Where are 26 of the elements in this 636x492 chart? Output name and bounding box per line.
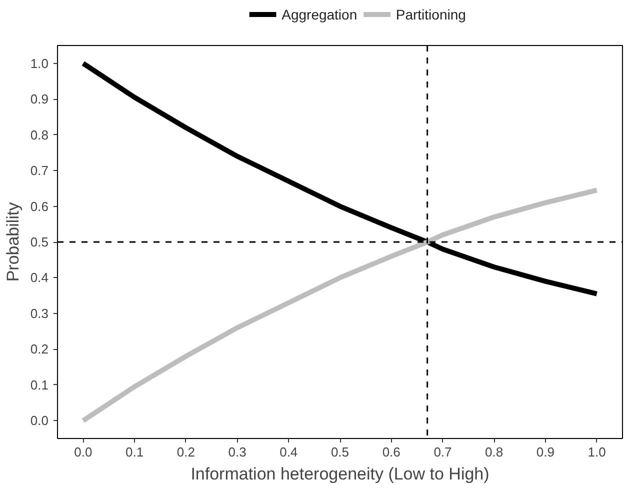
legend-label: Partitioning xyxy=(396,6,466,22)
x-tick-label: 0.8 xyxy=(485,444,504,460)
x-tick-label: 1.0 xyxy=(588,444,606,460)
x-tick-label: 0.3 xyxy=(228,444,246,460)
y-tick-label: 0.2 xyxy=(30,342,49,357)
y-tick-label: 0.7 xyxy=(30,163,49,178)
y-tick-label: 0.4 xyxy=(30,270,49,286)
x-tick-label: 0.0 xyxy=(74,444,92,460)
x-tick-label: 0.2 xyxy=(176,444,195,460)
x-tick-label: 0.7 xyxy=(434,444,452,460)
y-tick-label: 0.3 xyxy=(30,306,49,321)
y-tick-label: 1.0 xyxy=(30,56,49,71)
y-tick-label: 0.5 xyxy=(30,234,49,250)
legend-label: Aggregation xyxy=(282,6,358,22)
y-tick-label: 0.6 xyxy=(30,198,49,214)
y-tick-label: 0.0 xyxy=(30,413,49,428)
x-axis-title: Information heterogeneity (Low to High) xyxy=(190,464,490,484)
y-tick-label: 0.9 xyxy=(30,92,49,107)
x-tick-label: 0.5 xyxy=(330,444,350,460)
x-tick-label: 0.4 xyxy=(280,444,298,460)
y-tick-label: 0.1 xyxy=(30,377,49,392)
y-axis-title: Probability xyxy=(3,202,22,282)
x-tick-label: 0.1 xyxy=(126,444,144,460)
x-tick-label: 0.9 xyxy=(536,444,554,460)
y-tick-label: 0.8 xyxy=(30,127,49,142)
x-tick-label: 0.6 xyxy=(382,444,400,460)
